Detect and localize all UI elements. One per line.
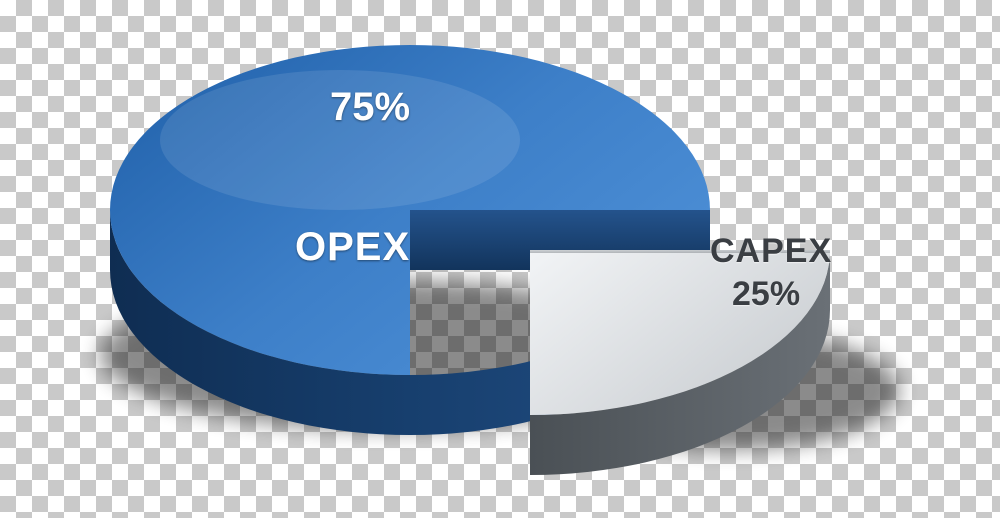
capex-percent-label: 25%	[732, 275, 800, 314]
capex-name-label: CAPEX	[710, 232, 832, 271]
opex-percent-label: 75%	[330, 85, 410, 130]
opex-name-label: OPEX	[295, 225, 410, 270]
pie-chart: 75% OPEX CAPEX 25%	[0, 0, 1000, 518]
pie-chart-canvas: 75% OPEX CAPEX 25%	[60, 20, 960, 500]
